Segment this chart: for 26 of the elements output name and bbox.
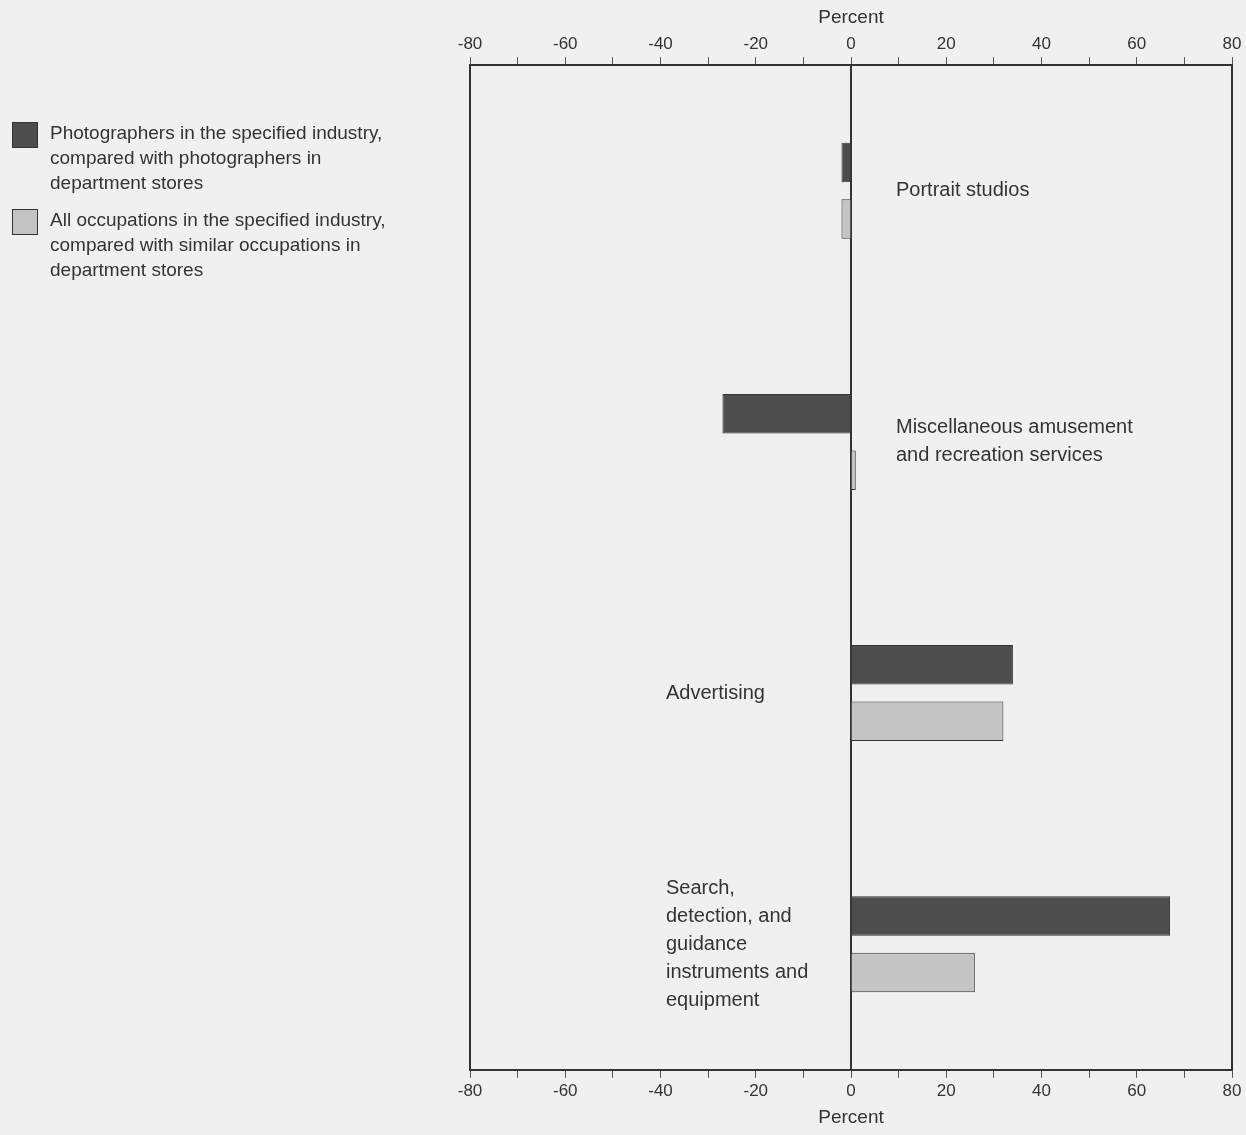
y-tick-label: Search, detection, and guidance instruments and equipment — [666, 875, 809, 1010]
x2-tick-label: -60 — [552, 1080, 578, 1100]
x-tick-label: -20 — [743, 33, 769, 53]
x-axis-title: Percent — [818, 1105, 885, 1127]
y-tick-label: Advertising — [666, 680, 765, 703]
x-tick-label: 40 — [1032, 33, 1051, 53]
x2-axis-title: Percent — [818, 5, 885, 27]
x2-tick-label: 80 — [1222, 1080, 1242, 1100]
x-tick-label: -40 — [648, 33, 673, 53]
y-tick-label: Portrait studios — [896, 178, 1030, 201]
x-tick-label: -60 — [552, 33, 578, 53]
x-tick-label: 60 — [1127, 33, 1147, 53]
x2-tick-label: -20 — [743, 1080, 769, 1100]
x2-tick-label: -40 — [648, 1080, 673, 1100]
x-tick-label: 20 — [936, 33, 956, 53]
x-tick-label: -80 — [457, 33, 483, 53]
x2-tick-label: 60 — [1127, 1080, 1147, 1100]
x2-tick-label: 20 — [936, 1080, 956, 1100]
x-tick-label: 0 — [846, 33, 856, 53]
x2-tick-label: 0 — [846, 1080, 856, 1100]
x2-tick-label: 40 — [1032, 1080, 1051, 1100]
x-tick-label: 80 — [1222, 33, 1242, 53]
y-tick-label: Miscellaneous amusement and recreation services — [896, 415, 1134, 466]
legend-label: Photographers in the specified industry, compared with photographers in department stores — [50, 121, 384, 195]
x2-tick-label: -80 — [457, 1080, 483, 1100]
legend-label: All occupations in the specified industry, compared with similar occupations in department stores — [50, 208, 387, 282]
